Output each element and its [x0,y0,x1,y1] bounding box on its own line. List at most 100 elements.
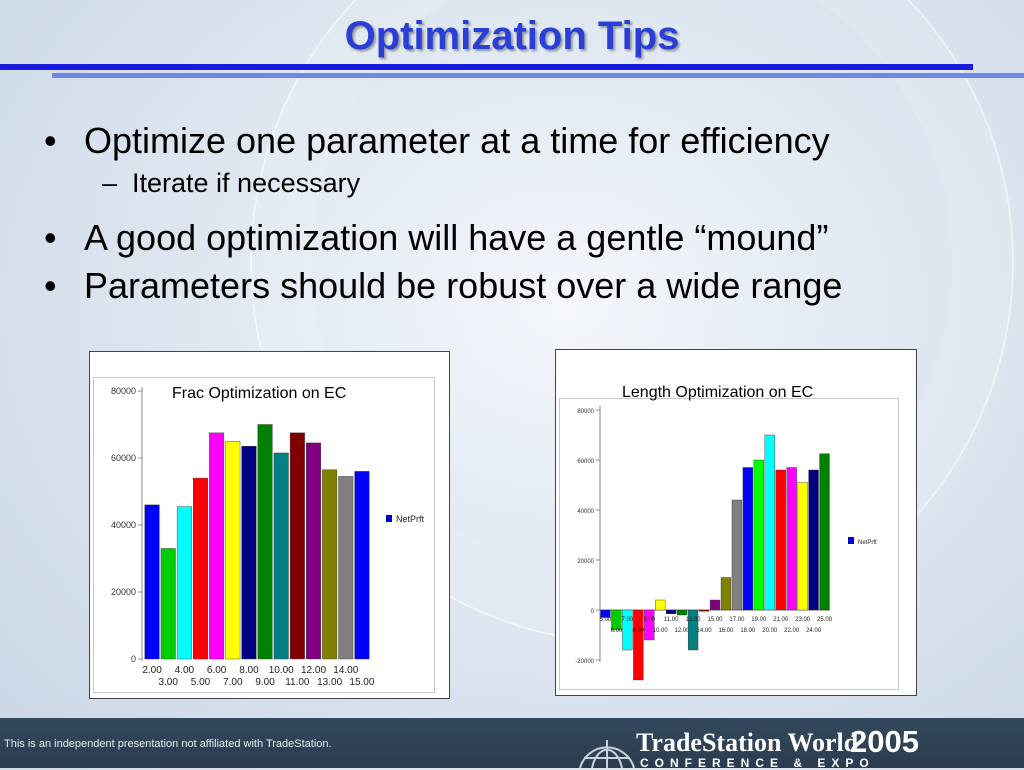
y-tick-label: 20000 [111,587,136,597]
x-tick-label: 24.00 [806,628,822,634]
legend-label: NetPrft [396,514,425,524]
globe-logo-icon [579,740,635,768]
length-chart-title: Length Optimization on EC [622,384,814,401]
bar [677,609,688,616]
bar [160,548,176,660]
frac-chart-area: 0 20000 40000 60000 80000 2.00 3.00 4.00 5.00 6.0… [93,377,435,693]
bar [622,609,633,651]
legend-label: NetPrft [858,540,877,546]
length-chart: -20000 0 20000 40000 60000 80000 5.00 6.00 7.00 8… [575,406,877,681]
bar [709,599,721,611]
x-tick-label: 23.00 [795,617,811,623]
sub-bullet-text: Iterate if necessary [132,168,361,198]
x-tick-label: 10.00 [269,665,294,676]
brand-wordmark: TradeStation World 2005 CONFERENCE & EXP… [636,724,936,770]
bar [644,609,655,641]
x-tick-label: 8.00 [239,665,259,676]
bullet-text: Optimize one parameter at a time for eff… [84,120,830,161]
bar [797,482,808,611]
x-tick-label: 5.00 [600,617,612,623]
bar [241,446,257,660]
bullet-text: Parameters should be robust over a wide … [84,265,843,306]
x-tick-label: 15.00 [707,617,723,623]
bar [289,432,305,660]
bar [338,476,354,660]
x-tick-label: 10.00 [653,628,669,634]
sub-bullet-item: – Iterate if necessary [102,168,1004,199]
brand-subtitle: CONFERENCE & EXPO [640,756,875,770]
y-tick-label: 60000 [111,453,136,463]
bullet-item: • A good optimization will have a gentle … [44,217,1004,259]
bar [600,609,611,618]
y-tick-label: 0 [591,609,595,615]
brand-year: 2005 [850,724,919,759]
y-tick-label: -20000 [575,659,594,665]
bar [764,434,775,611]
x-tick-label: 7.00 [223,677,243,688]
bar [273,452,289,660]
bar [808,469,819,611]
y-tick-label: 0 [131,654,136,664]
title-rule-secondary [52,73,1024,78]
frac-chart-title: Frac Optimization on EC [172,385,347,402]
frac-chart-panel: 0 20000 40000 60000 80000 2.00 3.00 4.00 5.00 6.0… [89,351,450,699]
bar [742,467,753,611]
x-tick-label: 9.00 [643,617,655,623]
x-tick-label: 14.00 [697,628,713,634]
length-chart-panel: -20000 0 20000 40000 60000 80000 5.00 6.00 7.00 8… [555,349,917,696]
x-tick-label: 6.00 [611,628,623,634]
x-tick-label: 12.00 [675,628,691,634]
bar [775,469,786,611]
bar [720,577,732,611]
brand-name: TradeStation World [636,728,859,757]
bar [306,442,321,660]
bar [819,453,830,611]
x-tick-label: 12.00 [301,665,326,676]
bullet-glyph: • [44,217,57,258]
x-tick-label: 25.00 [817,617,833,623]
bar [666,609,677,614]
bar [633,609,644,681]
title-rule-primary [0,64,973,70]
bar [209,432,225,660]
x-tick-label: 13.00 [317,677,342,688]
dash-glyph: – [102,168,118,198]
bar [144,504,160,660]
bar [698,609,710,612]
length-chart-area: -20000 0 20000 40000 60000 80000 5.00 6.00 7.00 8… [559,398,899,690]
frac-chart: 0 20000 40000 60000 80000 2.003.004.005.006.0… [111,386,425,688]
bullet-text: A good optimization will have a gentle “… [84,217,829,258]
bar [786,467,797,611]
x-tick-label: 11.00 [664,617,679,623]
x-tick-label: 11.00 [285,677,310,688]
bar [687,609,699,651]
y-tick-label: 20000 [577,559,594,565]
y-tick-label: 40000 [577,509,594,515]
x-tick-label: 13.00 [686,617,702,623]
x-tick-label: 17.00 [729,617,745,623]
x-tick-label: 5.00 [191,677,211,688]
x-tick-label: 22.00 [784,628,800,634]
x-tick-label: 4.00 [175,665,195,676]
bullet-glyph: • [44,120,57,161]
y-tick-label: 80000 [577,409,594,415]
bullet-item: • Parameters should be robust over a wide… [44,265,1004,307]
y-tick-label: 40000 [111,520,136,530]
x-tick-label: 19.00 [751,617,767,623]
x-tick-label: 6.00 [207,665,227,676]
x-tick-label: 7.00 [622,617,634,623]
slide-title: Optimization Tips [344,14,680,58]
bar [611,609,622,631]
bar [731,499,743,611]
x-tick-label: 3.00 [158,677,178,688]
legend-swatch [848,537,854,544]
bar [257,424,273,660]
bar [193,477,208,660]
bullet-glyph: • [44,265,57,306]
y-tick-label: 60000 [577,459,594,465]
y-tick-label: 80000 [111,386,136,396]
legend-swatch [386,515,392,522]
x-tick-label: 16.00 [718,628,734,634]
x-tick-label: 9.00 [255,677,275,688]
bullet-item: • Optimize one parameter at a time for ef… [44,120,1004,162]
